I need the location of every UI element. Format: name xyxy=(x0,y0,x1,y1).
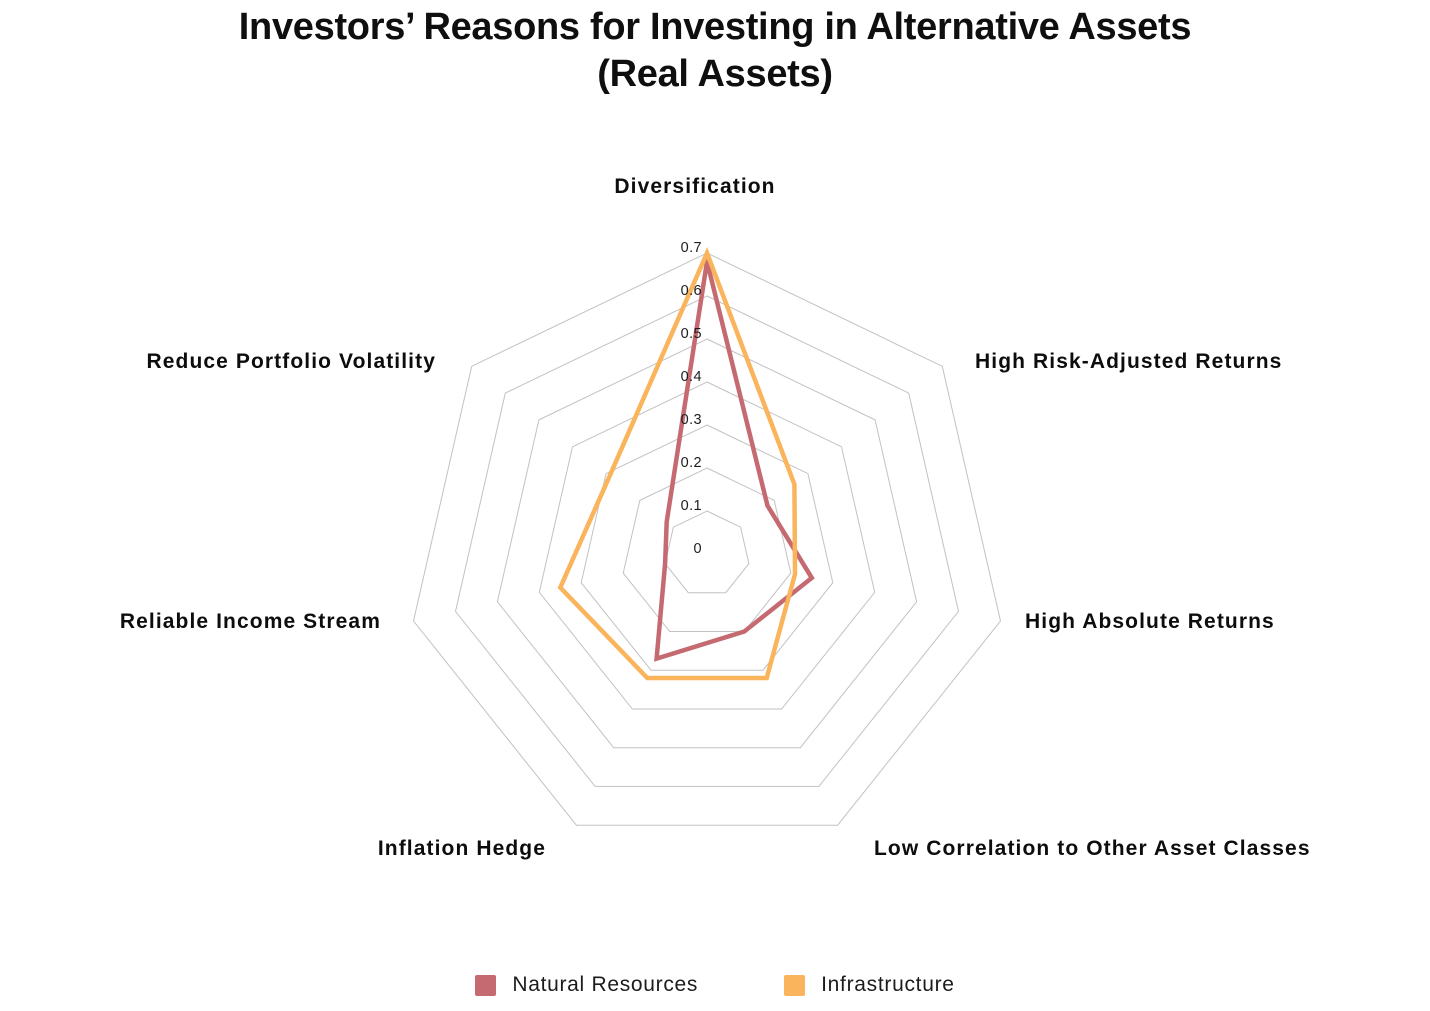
legend-swatch-natural-resources xyxy=(475,974,497,996)
grid-ring-0.1 xyxy=(664,510,750,594)
radial-tick-0: 0 xyxy=(694,541,702,557)
legend-item-natural-resources: Natural Resources xyxy=(475,973,698,997)
legend-swatch-infrastructure xyxy=(784,974,806,996)
grid-ring-0.7 xyxy=(412,252,1002,826)
axis-category-labels: Diversification High Risk-Adjusted Return… xyxy=(120,175,1311,860)
grid-ring-0.2 xyxy=(622,467,792,632)
chart-legend: Natural Resources Infrastructure xyxy=(0,973,1430,997)
radial-tick-0.3: 0.3 xyxy=(681,412,702,428)
radial-tick-0.6: 0.6 xyxy=(681,283,702,299)
axis-label-high-risk-adjusted-returns: High Risk-Adjusted Returns xyxy=(975,350,1282,373)
series-polygon-infrastructure xyxy=(557,247,798,681)
radial-tick-0.1: 0.1 xyxy=(681,498,702,514)
radial-tick-0.4: 0.4 xyxy=(681,369,702,385)
chart-title: Investors’ Reasons for Investing in Alte… xyxy=(0,4,1430,98)
radial-tick-0.5: 0.5 xyxy=(681,326,702,342)
axis-label-reliable-income-stream: Reliable Income Stream xyxy=(120,610,381,633)
legend-label-natural-resources: Natural Resources xyxy=(512,973,699,996)
chart-title-line1: Investors’ Reasons for Investing in Alte… xyxy=(238,6,1192,48)
radar-series xyxy=(557,247,815,681)
radial-tick-0.2: 0.2 xyxy=(681,455,702,471)
grid-ring-0.5 xyxy=(496,338,918,749)
radar-gridlines xyxy=(412,252,1002,826)
legend-item-infrastructure: Infrastructure xyxy=(784,973,955,997)
axis-label-reduce-portfolio-volatility: Reduce Portfolio Volatility xyxy=(146,350,436,373)
chart-title-line2: (Real Assets) xyxy=(597,53,833,95)
series-polygon-natural-resources xyxy=(654,250,815,662)
grid-ring-0.6 xyxy=(454,295,960,787)
radial-tick-0.7: 0.7 xyxy=(681,240,702,256)
grid-ring-0.4 xyxy=(538,381,876,710)
axis-label-diversification: Diversification xyxy=(614,175,775,198)
axis-label-low-correlation-to-other-asset-classes: Low Correlation to Other Asset Classes xyxy=(874,837,1311,860)
axis-label-high-absolute-returns: High Absolute Returns xyxy=(1025,610,1275,633)
radial-tick-labels: 0 0.1 0.2 0.3 0.4 0.5 0.6 0.7 xyxy=(681,240,702,557)
legend-label-infrastructure: Infrastructure xyxy=(821,973,955,996)
axis-label-inflation-hedge: Inflation Hedge xyxy=(378,837,546,860)
